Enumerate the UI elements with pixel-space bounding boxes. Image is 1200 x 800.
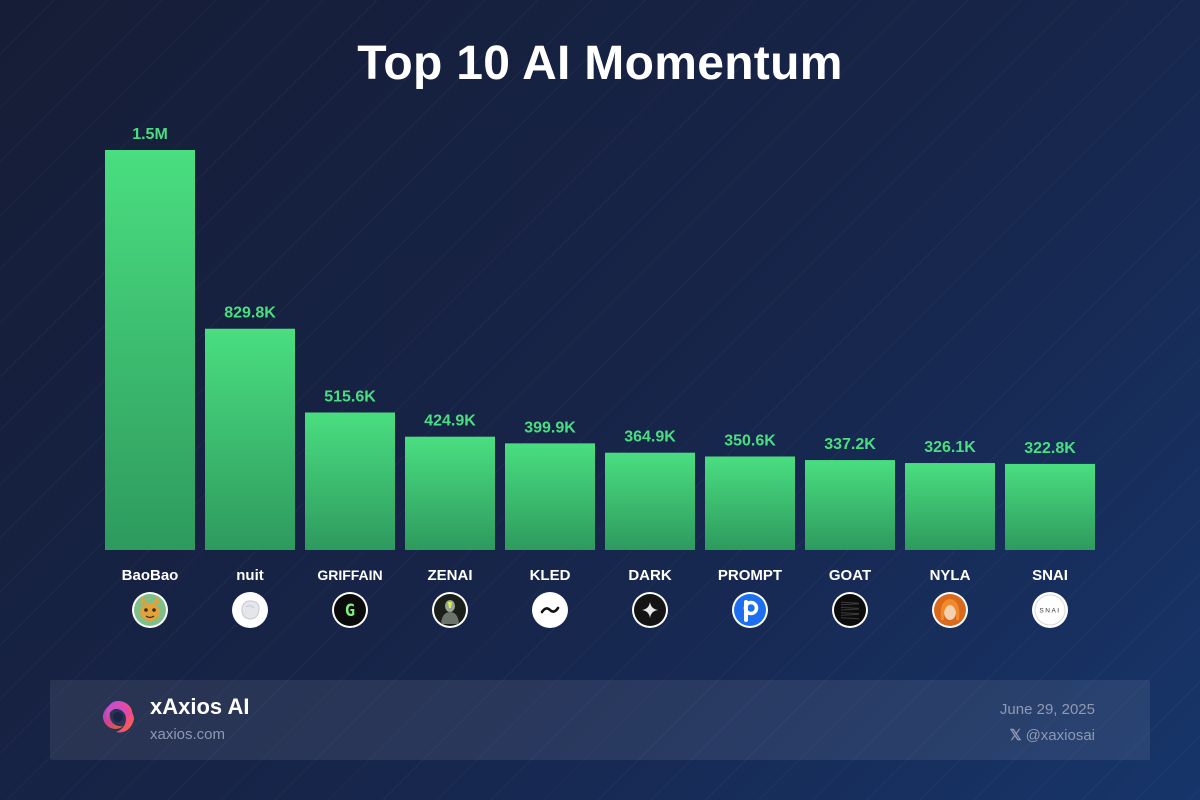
baobao-avatar-icon bbox=[132, 592, 168, 628]
category-label: KLED bbox=[530, 567, 571, 584]
snai-logo-icon: SNAI bbox=[1032, 592, 1068, 628]
footer-bar: xAxios AI xaxios.com June 29, 2025 𝕏 @xax… bbox=[50, 680, 1150, 760]
handle-text: @xaxiosai bbox=[1025, 727, 1095, 744]
bar-kled bbox=[505, 443, 595, 550]
dark-logo-icon bbox=[632, 592, 668, 628]
value-label: 322.8K bbox=[1024, 440, 1076, 457]
bars-group bbox=[105, 150, 1095, 550]
footer-handle[interactable]: 𝕏 @xaxiosai bbox=[1009, 726, 1095, 744]
category-label: nuit bbox=[236, 567, 264, 584]
bar-chart: 1.5M 829.8K 515.6K 424.9K 399.9K 364.9K 350.6K… bbox=[105, 126, 1095, 628]
griffain-logo-icon: G bbox=[332, 592, 368, 628]
value-labels-group: 1.5M 829.8K 515.6K 424.9K 399.9K 364.9K 350.6K… bbox=[132, 126, 1076, 457]
category-label: BaoBao bbox=[122, 567, 179, 584]
bar-baobao bbox=[105, 150, 195, 550]
svg-text:SNAI: SNAI bbox=[1039, 608, 1060, 615]
footer-date: June 29, 2025 bbox=[999, 701, 1095, 718]
category-label: DARK bbox=[628, 567, 671, 584]
category-label: PROMPT bbox=[718, 567, 782, 584]
token-icons-group: G SNAI bbox=[132, 592, 1068, 628]
xaxios-logo-icon bbox=[102, 701, 134, 733]
x-logo-icon: 𝕏 bbox=[1009, 727, 1022, 744]
bar-nuit bbox=[205, 328, 295, 550]
zenai-logo-icon bbox=[432, 592, 468, 628]
value-label: 424.9K bbox=[424, 413, 476, 430]
goat-logo-icon bbox=[832, 592, 868, 628]
prompt-logo-icon bbox=[732, 592, 768, 628]
bar-dark bbox=[605, 452, 695, 550]
value-label: 399.9K bbox=[524, 419, 576, 436]
value-label: 1.5M bbox=[132, 126, 168, 143]
category-label: GOAT bbox=[829, 567, 871, 584]
page-title: Top 10 AI Momentum bbox=[357, 37, 843, 90]
value-label: 350.6K bbox=[724, 433, 776, 450]
category-label: ZENAI bbox=[428, 567, 473, 584]
bar-griffain bbox=[305, 412, 395, 550]
category-label: SNAI bbox=[1032, 567, 1068, 584]
value-label: 515.6K bbox=[324, 389, 376, 406]
value-label: 829.8K bbox=[224, 305, 276, 322]
brand-name: xAxios AI bbox=[150, 694, 250, 719]
bar-prompt bbox=[705, 456, 795, 550]
kled-logo-icon bbox=[532, 592, 568, 628]
nuit-logo-icon bbox=[232, 592, 268, 628]
bar-goat bbox=[805, 460, 895, 550]
value-label: 364.9K bbox=[624, 429, 676, 446]
category-label: GRIFFAIN bbox=[317, 567, 382, 583]
nyla-avatar-icon bbox=[932, 592, 968, 628]
brand-site[interactable]: xaxios.com bbox=[150, 726, 226, 743]
category-labels-group: BaoBao nuit GRIFFAIN ZENAI KLED DARK PROMPT GOA… bbox=[122, 567, 1068, 584]
bar-nyla bbox=[905, 463, 995, 550]
value-label: 326.1K bbox=[924, 439, 976, 456]
bar-zenai bbox=[405, 436, 495, 550]
bar-snai bbox=[1005, 463, 1095, 550]
category-label: NYLA bbox=[930, 567, 971, 584]
svg-text:G: G bbox=[345, 601, 355, 621]
value-label: 337.2K bbox=[824, 436, 876, 453]
